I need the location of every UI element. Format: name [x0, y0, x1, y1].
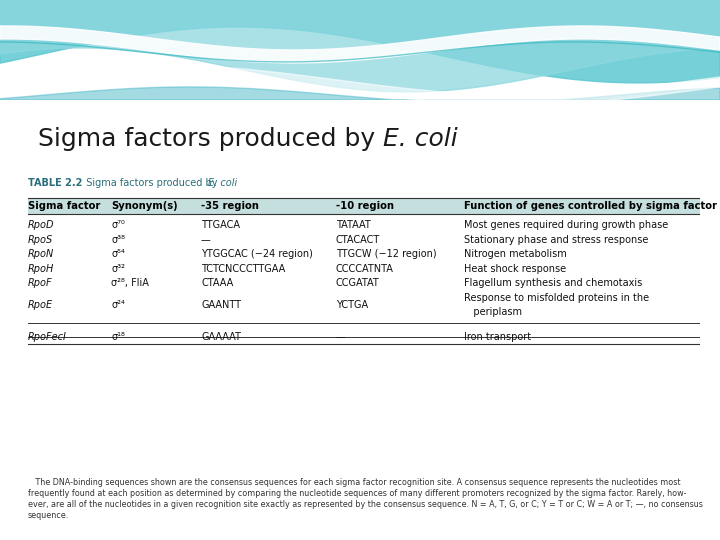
- Text: Heat shock response: Heat shock response: [464, 264, 566, 274]
- Text: periplasm: periplasm: [464, 307, 522, 317]
- Text: Response to misfolded proteins in the: Response to misfolded proteins in the: [464, 293, 649, 302]
- Text: Sigma factors produced by: Sigma factors produced by: [38, 126, 383, 151]
- Text: Most genes required during growth phase: Most genes required during growth phase: [464, 220, 668, 231]
- Text: CTACACT: CTACACT: [336, 235, 380, 245]
- Text: σ⁵⁴: σ⁵⁴: [111, 249, 125, 259]
- Text: -10 region: -10 region: [336, 201, 394, 211]
- Text: Iron transport: Iron transport: [464, 332, 531, 342]
- Text: Flagellum synthesis and chemotaxis: Flagellum synthesis and chemotaxis: [464, 278, 642, 288]
- Text: The DNA-binding sequences shown are the consensus sequences for each sigma facto: The DNA-binding sequences shown are the …: [28, 478, 703, 520]
- Text: Sigma factors produced by: Sigma factors produced by: [80, 178, 220, 188]
- Text: CCCCATNTA: CCCCATNTA: [336, 264, 394, 274]
- Text: RpoD: RpoD: [28, 220, 55, 231]
- Text: Nitrogen metabolism: Nitrogen metabolism: [464, 249, 567, 259]
- Text: TCTCNCCCTTGAA: TCTCNCCCTTGAA: [201, 264, 285, 274]
- Text: RpoFecI: RpoFecI: [28, 332, 67, 342]
- Text: TTGCW (−12 region): TTGCW (−12 region): [336, 249, 436, 259]
- Text: RpoH: RpoH: [28, 264, 55, 274]
- Text: σ³⁸: σ³⁸: [111, 235, 125, 245]
- Text: TTGACA: TTGACA: [201, 220, 240, 231]
- Text: YTGGCAC (−24 region): YTGGCAC (−24 region): [201, 249, 313, 259]
- Text: Stationary phase and stress response: Stationary phase and stress response: [464, 235, 649, 245]
- Text: σ¹⁸: σ¹⁸: [111, 332, 125, 342]
- Text: CTAAA: CTAAA: [201, 278, 233, 288]
- Text: σ²⁴: σ²⁴: [111, 300, 125, 310]
- Text: —: —: [201, 235, 211, 245]
- FancyBboxPatch shape: [28, 198, 700, 214]
- Text: GAAAAT: GAAAAT: [201, 332, 241, 342]
- Text: YCTGA: YCTGA: [336, 300, 368, 310]
- Text: —: —: [336, 332, 346, 342]
- Text: E. coli: E. coli: [383, 126, 458, 151]
- Text: σ²⁸, FliA: σ²⁸, FliA: [111, 278, 149, 288]
- Text: Synonym(s): Synonym(s): [111, 201, 178, 211]
- Text: σ⁷⁰: σ⁷⁰: [111, 220, 125, 231]
- Text: RpoF: RpoF: [28, 278, 53, 288]
- Text: GAANTT: GAANTT: [201, 300, 241, 310]
- Text: E. coli: E. coli: [208, 178, 238, 188]
- Text: RpoS: RpoS: [28, 235, 53, 245]
- Text: RpoE: RpoE: [28, 300, 53, 310]
- Text: CCGATAT: CCGATAT: [336, 278, 379, 288]
- Text: σ³²: σ³²: [111, 264, 125, 274]
- Text: -35 region: -35 region: [201, 201, 259, 211]
- Text: Sigma factor: Sigma factor: [28, 201, 100, 211]
- Text: TABLE 2.2: TABLE 2.2: [28, 178, 82, 188]
- Text: RpoN: RpoN: [28, 249, 54, 259]
- Text: Function of genes controlled by sigma factor: Function of genes controlled by sigma fa…: [464, 201, 717, 211]
- Text: TATAAT: TATAAT: [336, 220, 371, 231]
